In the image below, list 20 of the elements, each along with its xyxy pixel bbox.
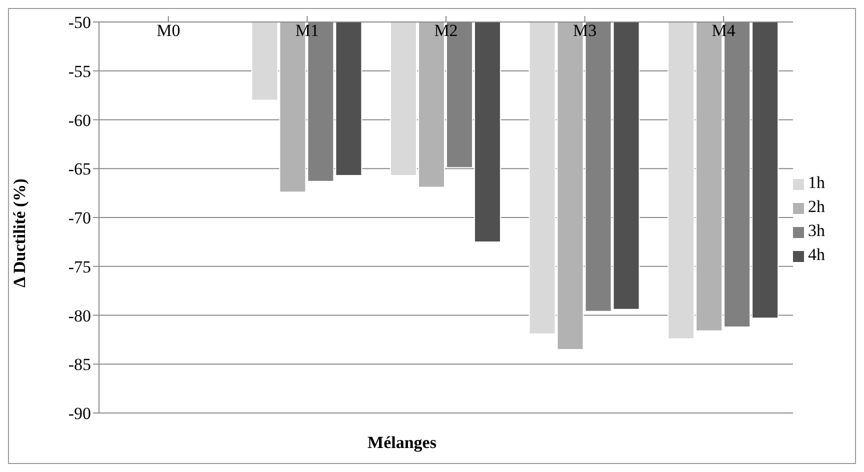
legend-label: 1h [808, 173, 825, 192]
legend-label: 4h [808, 245, 825, 264]
y-tick-label: -90 [68, 404, 91, 424]
y-tick-label: -70 [68, 208, 91, 228]
y-axis-title: Δ Ductilité (%) [10, 178, 30, 288]
x-tick-label: M4 [712, 21, 736, 40]
legend-label: 2h [808, 197, 825, 216]
y-tick-label: -65 [68, 160, 91, 179]
y-tick-label: -55 [68, 62, 91, 81]
y-tick-label: -80 [68, 306, 91, 326]
x-tick-label: M0 [156, 21, 180, 40]
y-tick-label: -50 [68, 13, 91, 32]
y-tick-label: -60 [68, 110, 91, 130]
x-tick-label: M2 [434, 21, 458, 40]
y-tick-label: -75 [68, 257, 91, 276]
x-tick-label: M3 [572, 21, 597, 40]
x-tick-label: M1 [295, 21, 320, 40]
x-axis-title: Mélanges [366, 433, 438, 453]
y-tick-label: -85 [68, 355, 91, 374]
legend-label: 3h [808, 221, 825, 240]
